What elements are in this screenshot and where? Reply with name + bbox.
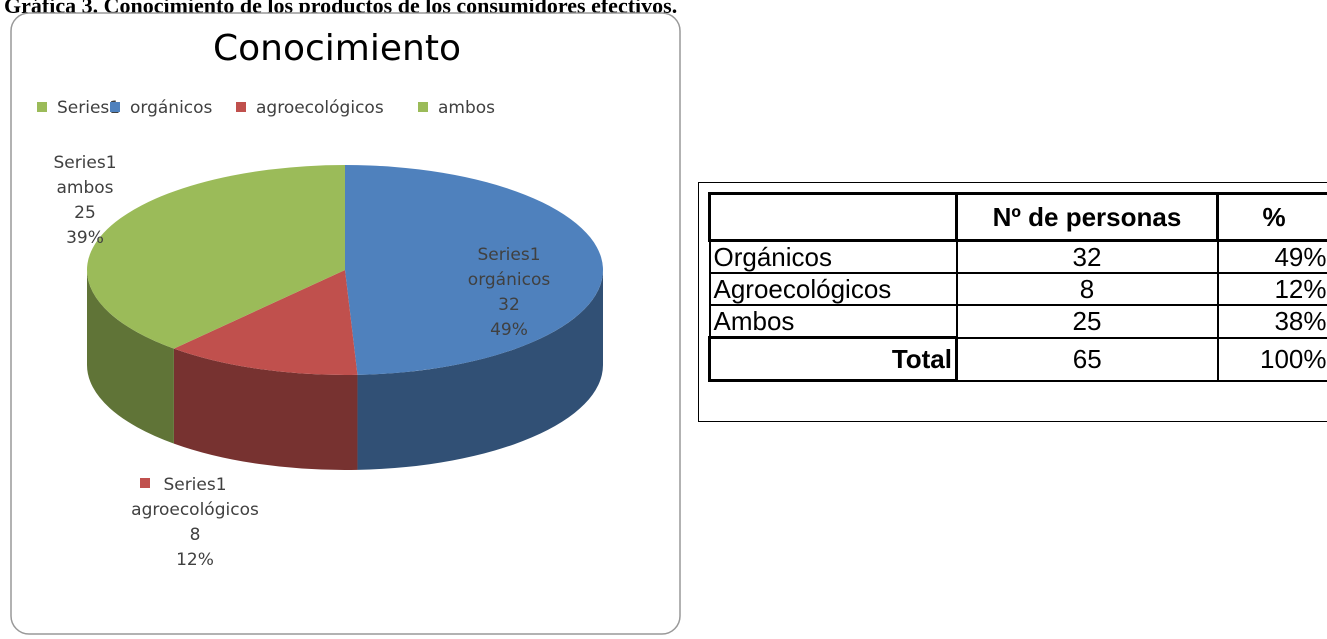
data-label: 12% [176,550,214,570]
data-label: 49% [490,320,528,340]
cell: 65 [955,336,1219,382]
cell: 12% [1216,272,1327,306]
label-marker [140,478,150,488]
cell: Agroecológicos [708,272,958,306]
legend-label: agroecológicos [256,98,384,118]
data-label: Series1 [163,475,226,495]
pie-side [173,348,358,470]
header-cell: % [1216,192,1327,242]
legend-marker [110,102,120,112]
legend-label: orgánicos [130,98,213,118]
legend-marker [236,102,246,112]
table: Nº de personas % Orgánicos 32 49% Agroecol… [708,192,1327,382]
cell: 32 [955,239,1219,274]
cell: Ambos [708,304,958,339]
cell: 100% [1216,336,1327,382]
legend-marker [37,102,47,112]
chart-title: Conocimiento [213,28,461,69]
pie-slice [345,165,604,375]
cell: 25 [955,304,1219,339]
pie-side [87,270,174,444]
header-cell [708,192,958,242]
cell: Total [708,336,958,382]
legend-label: ambos [438,98,495,118]
chart: Conocimiento Series1 orgánicos agroecológi… [10,12,681,635]
data-label: agroecológicos [131,500,259,520]
data-label: 39% [66,228,104,248]
header-cell: Nº de personas [955,192,1219,242]
pie-slice [173,270,358,375]
pie-side [357,270,603,470]
data-label: 25 [74,203,96,223]
pie-slice [87,165,345,349]
legend-marker [418,102,428,112]
cell: 49% [1216,239,1327,274]
data-label: 32 [498,295,520,315]
data-label: 8 [190,525,201,545]
table-frame: Nº de personas % Orgánicos 32 49% Agroecol… [698,182,1327,422]
data-label: ambos [56,178,113,198]
legend-label: Series1 [57,98,120,118]
data-label: Series1 [477,245,540,265]
data-label: Series1 [53,153,116,173]
cell: Orgánicos [708,239,958,274]
data-label: orgánicos [468,270,551,290]
cell: 8 [955,272,1219,306]
cell: 38% [1216,304,1327,339]
